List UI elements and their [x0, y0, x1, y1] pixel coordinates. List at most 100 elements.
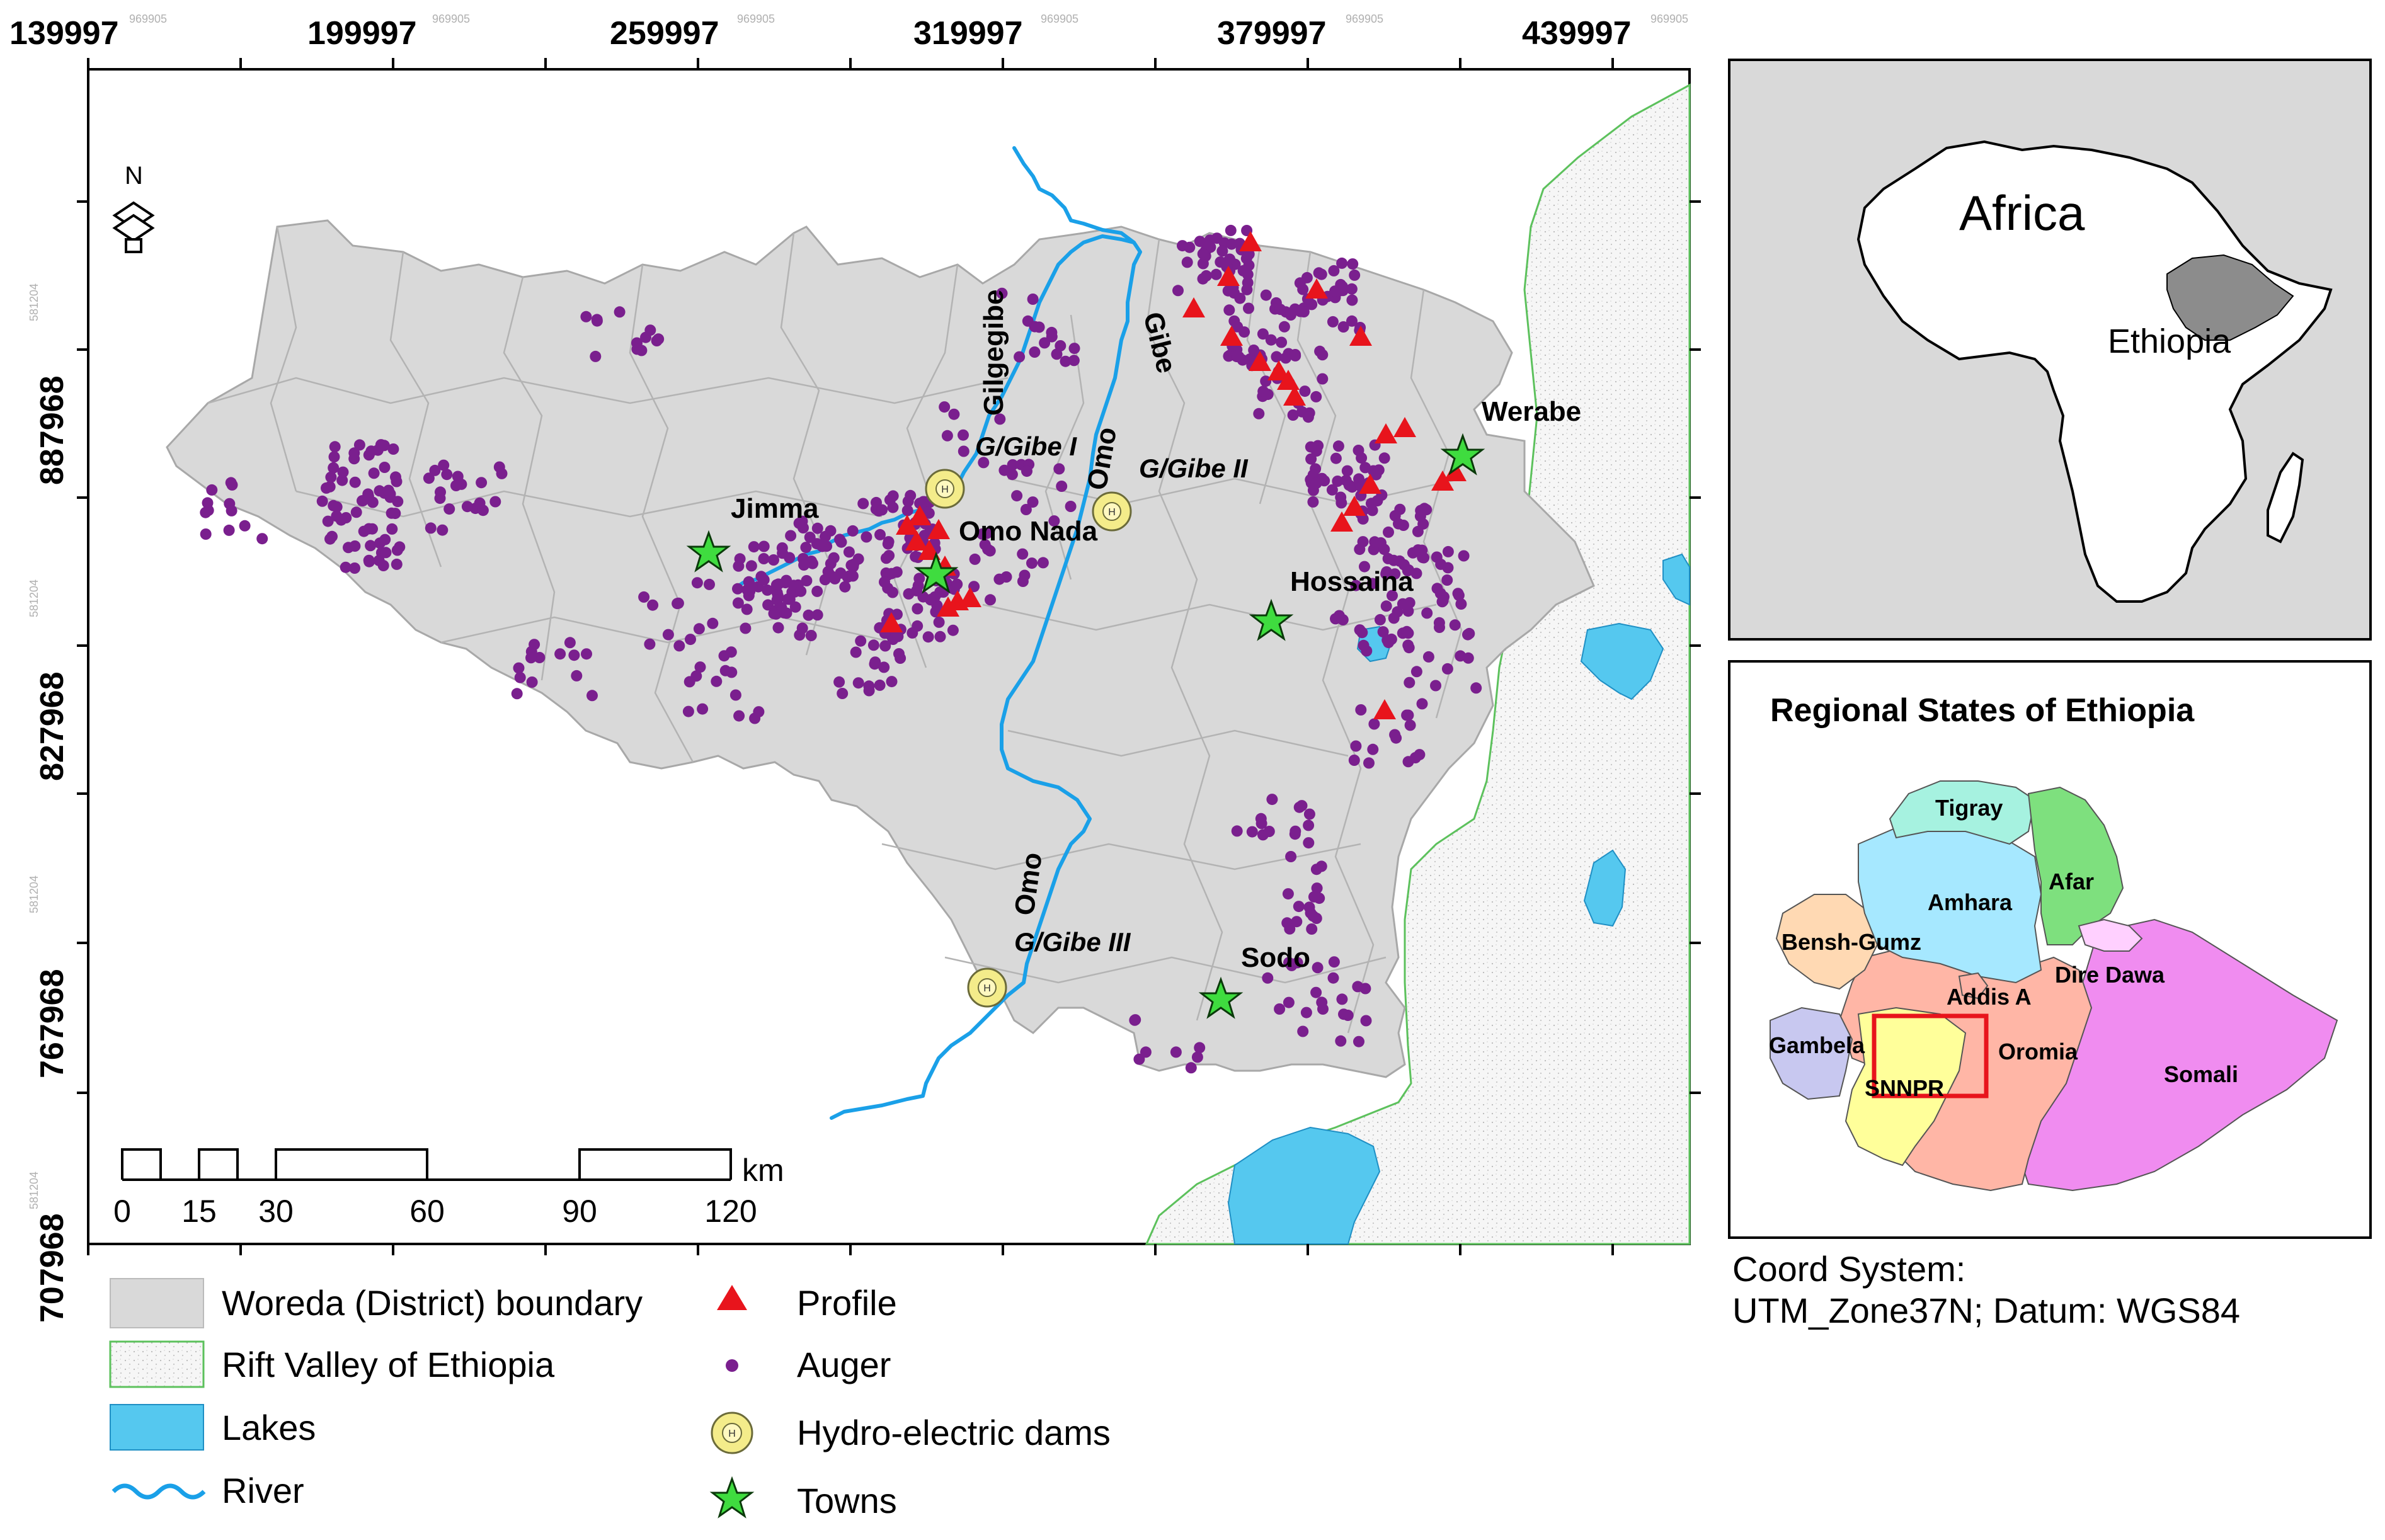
auger-point	[1404, 719, 1416, 731]
auger-point	[1442, 545, 1454, 557]
auger-point	[1332, 476, 1344, 487]
auger-point	[745, 560, 757, 572]
auger-point	[1326, 484, 1338, 496]
auger-point	[1307, 910, 1319, 922]
auger-point	[1065, 501, 1077, 512]
auger-point	[1430, 680, 1441, 692]
legend-swatch-lakes	[110, 1404, 204, 1451]
omo-gibe-river	[830, 146, 1142, 1120]
auger-point	[863, 680, 875, 692]
auger-point	[726, 666, 738, 678]
auger-point	[1246, 826, 1258, 838]
town-symbols	[686, 433, 1485, 1019]
auger-point	[729, 689, 741, 701]
auger-point	[452, 471, 464, 482]
auger-point	[874, 528, 886, 540]
top-coord-2: 199997	[307, 15, 417, 52]
auger-point	[1393, 555, 1405, 567]
auger-point	[887, 490, 899, 502]
auger-point	[1231, 351, 1243, 363]
region-addis-a	[1958, 972, 1989, 1000]
auger-point	[1359, 462, 1371, 474]
auger-point	[1046, 331, 1058, 343]
auger-point	[434, 493, 446, 505]
auger-point	[1317, 373, 1329, 385]
auger-point	[1329, 285, 1341, 297]
auger-point	[1421, 607, 1433, 619]
auger-point	[1305, 453, 1317, 465]
auger-point	[1257, 328, 1269, 340]
auger-point	[848, 558, 859, 570]
auger-point	[564, 637, 576, 649]
auger-point	[1387, 590, 1398, 602]
auger-point	[800, 542, 812, 554]
legend-swatch-rift	[109, 1340, 205, 1388]
left-coord-2: 827968	[34, 671, 71, 781]
auger-point	[329, 441, 341, 453]
auger-point	[1358, 639, 1370, 651]
auger-point	[1397, 520, 1409, 531]
profile-point	[918, 540, 941, 560]
auger-point	[1310, 477, 1322, 489]
auger-point	[1367, 743, 1379, 755]
auger-point	[1412, 525, 1424, 537]
profile-point	[1182, 297, 1205, 317]
auger-point	[1378, 544, 1390, 556]
auger-point	[335, 514, 347, 526]
auger-point	[489, 496, 501, 508]
auger-point	[591, 315, 603, 327]
regions-inset: Regional States of Ethiopia Tigray Afar …	[1728, 660, 2372, 1239]
regions-title: Regional States of Ethiopia	[1770, 692, 2195, 729]
auger-point	[1337, 614, 1349, 625]
auger-point	[1287, 409, 1299, 421]
region-label-afar: Afar	[2049, 869, 2094, 894]
auger-point	[1197, 258, 1209, 270]
profile-point	[1283, 385, 1306, 406]
auger-point	[1336, 993, 1348, 1005]
auger-point	[1253, 408, 1265, 419]
region-afar	[2027, 786, 2124, 945]
auger-point	[1383, 637, 1395, 649]
top-coord-faint-1: 969905	[129, 13, 167, 25]
top-axis: 139997 199997 259997 319997 379997 43999…	[9, 13, 1688, 69]
auger-point	[1225, 224, 1237, 236]
auger-point	[691, 577, 703, 589]
auger-point	[839, 581, 851, 593]
auger-point	[1327, 972, 1339, 984]
auger-point	[693, 623, 705, 635]
auger-point	[811, 609, 823, 621]
auger-point	[969, 553, 981, 565]
dam-label-gibe2: G/Gibe II	[1139, 453, 1249, 483]
auger-point	[379, 462, 391, 473]
profile-point	[1249, 351, 1271, 371]
town-label-sodo: Sodo	[1241, 942, 1310, 973]
auger-point	[1305, 441, 1317, 453]
profile-point	[1277, 370, 1300, 390]
auger-point	[653, 333, 665, 345]
auger-point	[358, 525, 370, 537]
town-label-omo-nada: Omo Nada	[959, 516, 1098, 547]
profile-point	[1343, 496, 1366, 516]
profile-point	[896, 515, 918, 535]
auger-point	[1341, 465, 1353, 477]
auger-point	[825, 525, 837, 537]
auger-point	[847, 570, 859, 582]
auger-point	[1133, 1053, 1145, 1065]
auger-point	[511, 688, 523, 700]
auger-point	[835, 536, 847, 548]
auger-point	[529, 639, 540, 651]
region-bensh-gumz	[1775, 894, 1879, 990]
auger-point	[1346, 283, 1358, 295]
river-label-gilgegibe: Gilgegibe	[978, 290, 1009, 416]
auger-point	[912, 551, 924, 563]
auger-point	[1011, 490, 1023, 502]
auger-point	[226, 505, 237, 516]
top-coord-faint-6: 969905	[1650, 13, 1688, 25]
auger-point	[1388, 612, 1400, 624]
auger-point	[1401, 709, 1413, 721]
auger-point	[1274, 304, 1286, 316]
auger-point	[768, 554, 779, 566]
auger-point	[682, 705, 694, 717]
auger-point	[1336, 257, 1348, 269]
auger-point	[850, 646, 862, 658]
